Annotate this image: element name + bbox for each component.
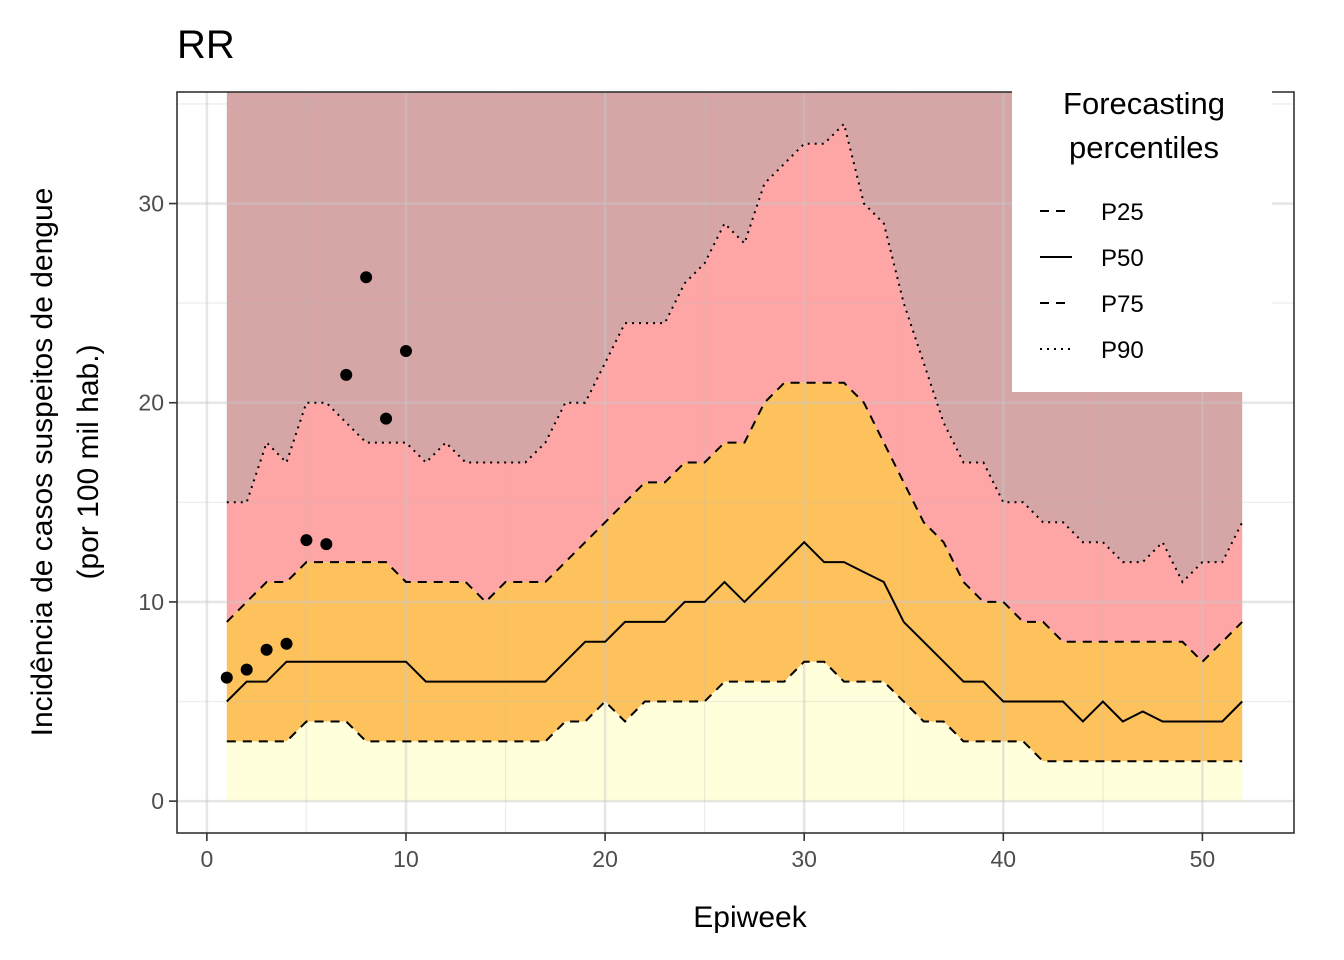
y-tick-label: 20 (138, 390, 164, 416)
x-tick-label: 0 (200, 846, 213, 872)
y-tick-label: 30 (138, 191, 164, 217)
line-p75 (226, 381, 1243, 664)
band-p25-p75 (226, 382, 1243, 762)
y-tick-label: 10 (138, 589, 164, 615)
legend: Forecasting percentiles P25 P50 P75 P90 (1012, 78, 1272, 392)
chart-title: RR (177, 23, 235, 67)
legend-label-p25: P25 (1101, 199, 1144, 226)
line-p50 (226, 540, 1243, 723)
y-tick-label: 0 (151, 788, 164, 814)
percentile-bands (226, 92, 1243, 802)
x-tick-label: 50 (1190, 846, 1216, 872)
y-axis-ticks: 0 10 20 30 (138, 191, 177, 814)
observed-point (240, 663, 253, 676)
band-p75-p90 (226, 123, 1243, 662)
legend-label-p90: P90 (1101, 337, 1144, 364)
legend-entries: P25 P50 P75 P90 (1040, 199, 1144, 364)
x-tick-label: 30 (791, 846, 817, 872)
x-axis-ticks: 0 10 20 30 40 50 (200, 833, 1215, 872)
band-above-p90 (226, 92, 1243, 582)
x-tick-label: 40 (991, 846, 1017, 872)
legend-background (1012, 78, 1272, 392)
observed-point (300, 534, 313, 547)
line-p25 (226, 660, 1243, 763)
observed-point (280, 637, 293, 650)
observed-points (220, 271, 412, 684)
line-p90 (226, 121, 1244, 584)
x-tick-label: 10 (393, 846, 419, 872)
legend-title-line2: percentiles (1069, 130, 1219, 165)
observed-point (360, 271, 373, 284)
x-axis-title: Epiweek (693, 901, 807, 934)
y-axis-title-line1: Incidência de casos suspeitos de dengue (26, 188, 59, 737)
plot-border (176, 91, 1295, 834)
legend-title-line1: Forecasting (1063, 86, 1225, 121)
legend-label-p50: P50 (1101, 245, 1144, 272)
y-axis-title-line2: (por 100 mil hab.) (72, 344, 105, 579)
observed-point (220, 671, 233, 684)
observed-point (380, 412, 393, 425)
band-below-p25 (226, 661, 1243, 802)
observed-point (399, 344, 412, 357)
observed-point (320, 538, 333, 551)
observed-point (340, 368, 353, 381)
series-lines (226, 121, 1244, 763)
x-tick-label: 20 (592, 846, 618, 872)
observed-point (260, 643, 273, 656)
legend-label-p75: P75 (1101, 291, 1144, 318)
